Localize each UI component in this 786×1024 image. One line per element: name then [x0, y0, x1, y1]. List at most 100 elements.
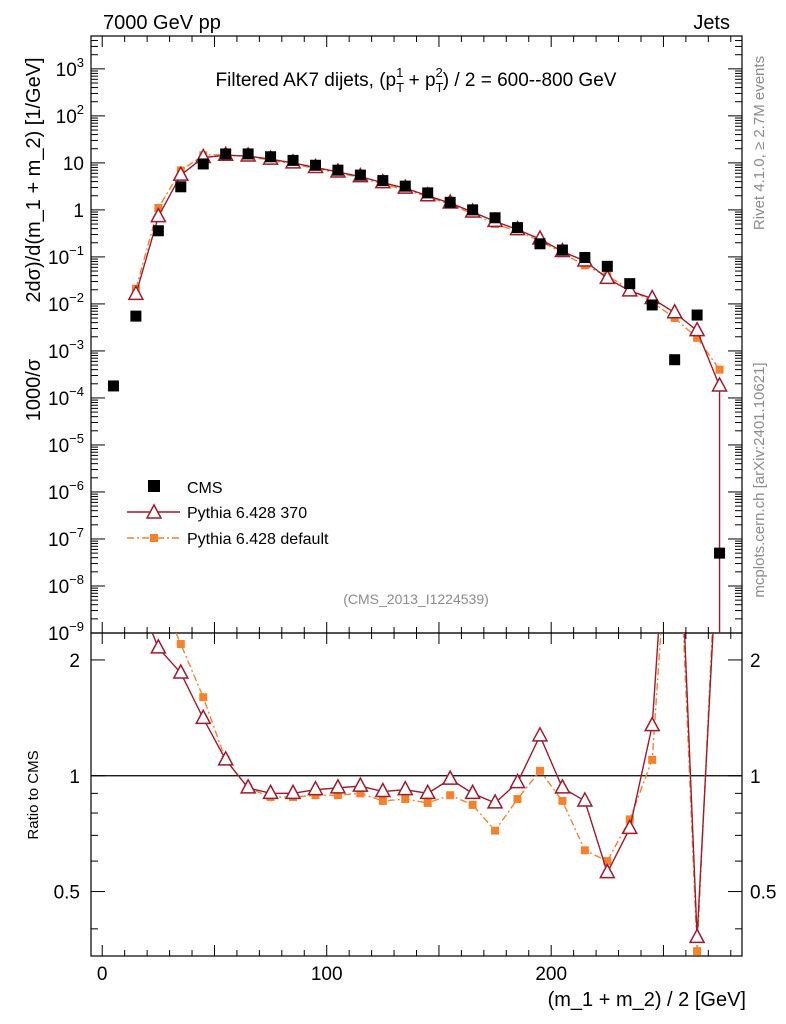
point-cms [175, 181, 187, 193]
ratio-axes: 0 100 200 0.5 0.5 1 1 2 2 [54, 633, 776, 985]
rivet-version: Rivet 4.1.0, ≥ 2.7M events [751, 56, 768, 230]
point-cms [556, 244, 568, 256]
ratio-point-pythia-370 [668, 383, 682, 396]
main-y-tick-label: 10−1 [48, 243, 84, 269]
point-pythia-370 [599, 268, 616, 285]
ratio-point-pythia-default [401, 795, 410, 804]
point-cms [646, 299, 658, 311]
ratio-point-pythia-default [693, 947, 702, 956]
ratio-point-pythia-default [603, 857, 612, 866]
main-y-tick-label: 103 [56, 55, 84, 81]
ratio-point-pythia-default [491, 826, 500, 835]
point-pythia-370 [711, 376, 728, 392]
ratio-point-pythia-default [446, 791, 455, 800]
ratio-point-pythia-default [176, 640, 185, 649]
point-pythia-370 [688, 321, 706, 337]
main-y-tick-label: 10−7 [48, 525, 84, 551]
ratio-marks [129, 383, 714, 956]
ratio-point-pythia-370 [284, 783, 302, 800]
main-marks [107, 145, 728, 633]
legend-marker-cms [148, 480, 160, 492]
main-y-tick-label: 10−9 [48, 619, 84, 645]
ratio-point-pythia-370 [599, 863, 616, 879]
point-cms [309, 159, 321, 171]
point-cms [332, 164, 344, 176]
ratio-point-pythia-370 [643, 716, 661, 732]
ratio-point-pythia-default [356, 789, 365, 798]
point-cms [220, 148, 232, 160]
ratio-point-pythia-370 [397, 780, 414, 796]
point-pythia-default [715, 365, 724, 374]
legend-label-cms: CMS [187, 480, 223, 497]
ratio-y-tick-label-right: 0.5 [750, 883, 776, 904]
xlabel: (m_1 + m_2) / 2 [GeV] [548, 989, 746, 1011]
x-tick-label: 100 [311, 964, 343, 985]
point-cms [624, 278, 636, 290]
ratio-point-pythia-370 [441, 769, 459, 785]
point-cms [579, 252, 591, 264]
point-cms [242, 148, 254, 160]
x-tick-label: 200 [535, 964, 567, 985]
ratio-point-pythia-370 [576, 791, 594, 807]
legend-label-pythia-370: Pythia 6.428 370 [187, 505, 307, 522]
ratio-line-pythia-370 [151, 633, 714, 938]
point-cms [377, 175, 389, 187]
ratio-point-pythia-default [580, 846, 589, 855]
legend-label-pythia-default: Pythia 6.428 default [187, 531, 329, 548]
ratio-point-pythia-370 [172, 663, 190, 679]
ratio-point-pythia-370 [464, 783, 481, 800]
ratio-plot-frame [90, 632, 743, 957]
ratio-point-pythia-370 [352, 776, 369, 792]
point-cms [714, 547, 726, 559]
analysis-reference: (CMS_2013_I1224539) [343, 591, 489, 607]
x-tick-label: 0 [97, 964, 108, 985]
ratio-point-pythia-default [154, 588, 162, 596]
legend: CMS Pythia 6.428 370 Pythia 6.428 defaul… [127, 480, 329, 548]
ratio-point-pythia-370 [509, 772, 526, 789]
ratio-point-pythia-370 [150, 638, 167, 654]
ratio-point-pythia-370 [129, 584, 143, 597]
legend-marker-pythia-default [150, 534, 158, 542]
point-cms [399, 180, 411, 192]
series-line-pythia-370 [135, 154, 721, 633]
point-cms [691, 309, 703, 321]
ratio-point-pythia-default [513, 795, 522, 804]
main-y-tick-label: 10−5 [48, 431, 84, 457]
ratio-point-pythia-370 [531, 726, 549, 742]
ratio-point-pythia-default [535, 766, 544, 775]
point-pythia-370 [150, 207, 167, 223]
mcplots-ref: mcplots.cern.ch [arXiv:2401.10621] [751, 362, 768, 597]
ratio-point-pythia-default [199, 693, 208, 702]
point-cms [265, 151, 277, 163]
point-pythia-370 [621, 281, 639, 297]
main-y-tick-label: 10−2 [48, 290, 84, 316]
point-cms [152, 225, 164, 237]
ratio-point-pythia-370 [239, 778, 257, 794]
ratio-point-pythia-default [423, 798, 432, 807]
ratio-point-pythia-default [333, 791, 342, 800]
main-y-tick-label: 10−6 [48, 478, 84, 504]
point-cms [130, 310, 142, 322]
main-y-tick-label: 10−8 [48, 572, 84, 598]
ratio-y-tick-label: 1 [69, 767, 80, 788]
main-y-tick-label: 102 [56, 102, 84, 128]
point-cms [534, 238, 546, 250]
header-right: Jets [693, 12, 730, 34]
ratio-ylabel: Ratio to CMS [25, 750, 42, 839]
ratio-point-pythia-370 [329, 778, 347, 794]
ratio-point-pythia-370 [262, 783, 279, 800]
point-pythia-default [693, 333, 702, 342]
main-y-tick-label: 10−4 [48, 384, 84, 410]
point-cms [444, 196, 456, 208]
ratio-point-pythia-default [132, 549, 140, 557]
point-cms [512, 222, 524, 234]
ratio-point-pythia-370 [688, 927, 706, 944]
ratio-point-pythia-default [468, 800, 477, 809]
main-ylabel: 1000/σ2dσ)/d(m_1 + m_2) [1/GeV] [23, 57, 45, 421]
ratio-point-pythia-default [648, 755, 657, 764]
ratio-point-pythia-370 [486, 793, 504, 809]
main-y-tick-label: 10 [63, 154, 84, 175]
ratio-point-pythia-370 [194, 708, 212, 725]
point-cms [601, 260, 613, 272]
